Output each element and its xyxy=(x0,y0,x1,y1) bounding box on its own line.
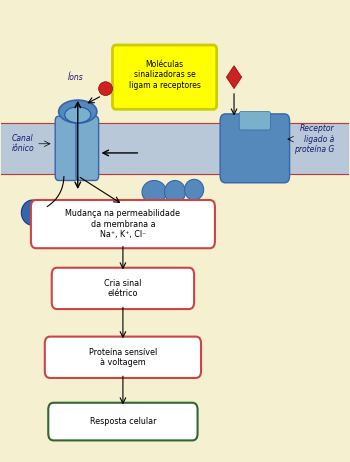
FancyBboxPatch shape xyxy=(220,114,289,183)
Text: Cria sinal
elétrico: Cria sinal elétrico xyxy=(104,279,142,298)
Text: Resposta celular: Resposta celular xyxy=(90,417,156,426)
Polygon shape xyxy=(226,66,242,89)
Text: Íons: Íons xyxy=(68,73,84,82)
Text: Canal
iônico: Canal iônico xyxy=(12,134,34,153)
Text: Receptor
ligado à
proteína G: Receptor ligado à proteína G xyxy=(294,124,335,154)
FancyBboxPatch shape xyxy=(1,123,349,174)
Text: Mudança na permeabilidade
da membrana a
Na⁺, K⁺, Cl⁻: Mudança na permeabilidade da membrana a … xyxy=(65,209,180,239)
Text: Proteína G: Proteína G xyxy=(166,208,205,217)
FancyBboxPatch shape xyxy=(48,403,197,440)
FancyBboxPatch shape xyxy=(31,200,215,248)
Ellipse shape xyxy=(164,181,186,203)
FancyBboxPatch shape xyxy=(55,116,78,181)
FancyBboxPatch shape xyxy=(52,268,194,309)
Ellipse shape xyxy=(99,82,112,96)
FancyBboxPatch shape xyxy=(112,45,217,109)
Text: Moléculas
sinalizadoras se
ligam a receptores: Moléculas sinalizadoras se ligam a recep… xyxy=(129,60,201,90)
FancyBboxPatch shape xyxy=(76,116,99,181)
Ellipse shape xyxy=(184,179,204,200)
FancyBboxPatch shape xyxy=(239,112,271,130)
Ellipse shape xyxy=(65,107,91,123)
Text: Proteína sensível
à voltagem: Proteína sensível à voltagem xyxy=(89,347,157,367)
FancyBboxPatch shape xyxy=(45,337,201,378)
Ellipse shape xyxy=(21,200,44,225)
Ellipse shape xyxy=(59,100,97,123)
Ellipse shape xyxy=(142,181,166,203)
